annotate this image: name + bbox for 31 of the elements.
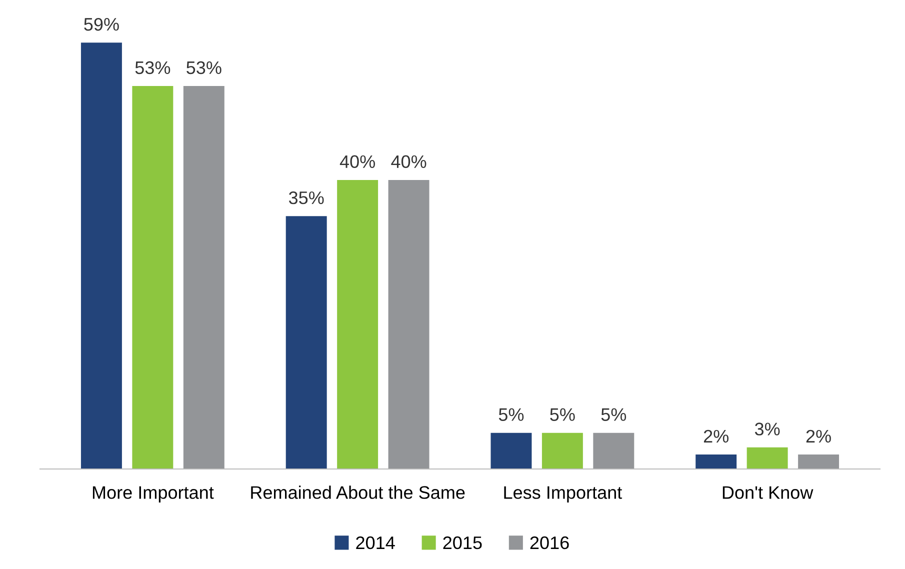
bar <box>337 180 378 469</box>
data-label: 40% <box>391 155 426 168</box>
bar <box>490 432 532 469</box>
data-label: 59% <box>84 18 119 31</box>
bar <box>696 454 737 469</box>
data-label: 3% <box>754 422 780 436</box>
data-label: 5% <box>550 408 575 421</box>
x-tick-label: Remained About the Same <box>251 486 465 499</box>
bar <box>132 86 174 469</box>
bar <box>593 432 634 469</box>
x-tick-label: Less Important <box>504 486 622 502</box>
bar <box>80 42 122 469</box>
data-label: 53% <box>186 61 222 74</box>
legend-label: 2014 <box>356 536 395 550</box>
bar <box>798 454 840 469</box>
x-tick-label: More Important <box>92 486 214 502</box>
bar <box>542 432 583 469</box>
data-label: 35% <box>288 191 324 204</box>
data-label: 2% <box>704 430 729 443</box>
bar <box>286 216 327 469</box>
x-tick-label: Don't Know <box>722 486 814 499</box>
bar <box>746 447 788 469</box>
bar <box>388 180 430 469</box>
data-label: 5% <box>498 408 524 421</box>
legend-label: 2016 <box>530 536 569 550</box>
data-label: 5% <box>601 408 626 421</box>
data-label: 53% <box>135 61 170 74</box>
data-label: 40% <box>340 155 375 168</box>
data-label: 2% <box>806 430 831 443</box>
legend-label: 2015 <box>443 536 482 550</box>
bar <box>183 86 224 469</box>
